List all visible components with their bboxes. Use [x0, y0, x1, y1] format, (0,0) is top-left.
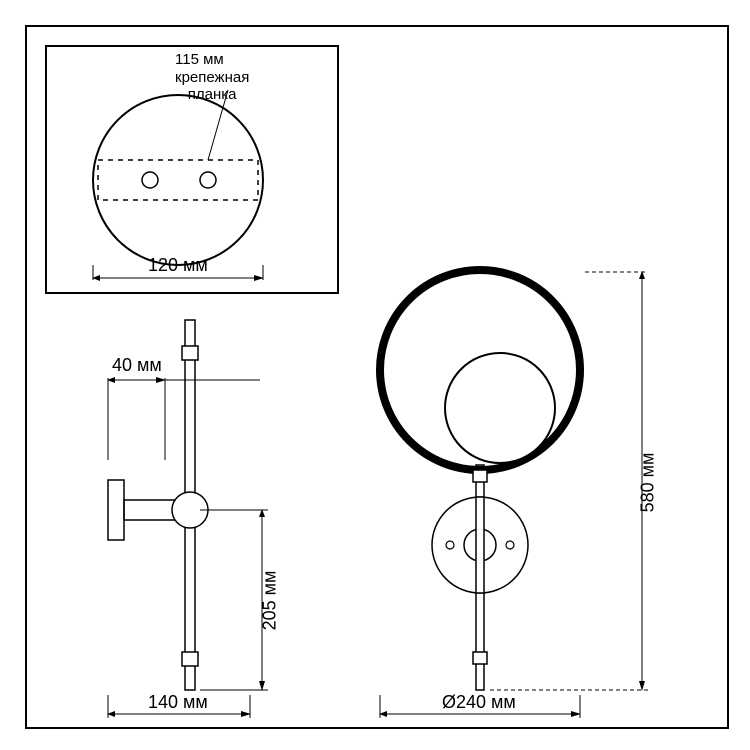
mount-circle [93, 95, 263, 265]
mount-hole-left [142, 172, 158, 188]
side-joint-top [182, 346, 198, 360]
inset-detail [93, 90, 263, 280]
mount-hole-right [200, 172, 216, 188]
label-205: 205 мм [259, 571, 280, 631]
side-joint-bottom [182, 652, 198, 666]
label-d240: Ø240 мм [442, 692, 516, 713]
mount-bar-dashed [98, 160, 258, 200]
drawing-frame: 115 мм крепежная планка 120 мм 40 мм 205… [0, 0, 750, 750]
front-joint-top [473, 470, 487, 482]
label-115: 115 мм [175, 52, 224, 69]
side-wall-plate [108, 480, 124, 540]
front-view [380, 270, 648, 718]
front-joint-bottom [473, 652, 487, 664]
side-view [108, 320, 268, 718]
label-580: 580 мм [637, 453, 658, 513]
label-40: 40 мм [112, 355, 162, 376]
label-140: 140 мм [148, 692, 208, 713]
label-mount-plate: крепежная планка [175, 70, 249, 103]
label-120: 120 мм [148, 255, 208, 276]
front-stem-over [476, 497, 484, 593]
front-globe [445, 353, 555, 463]
